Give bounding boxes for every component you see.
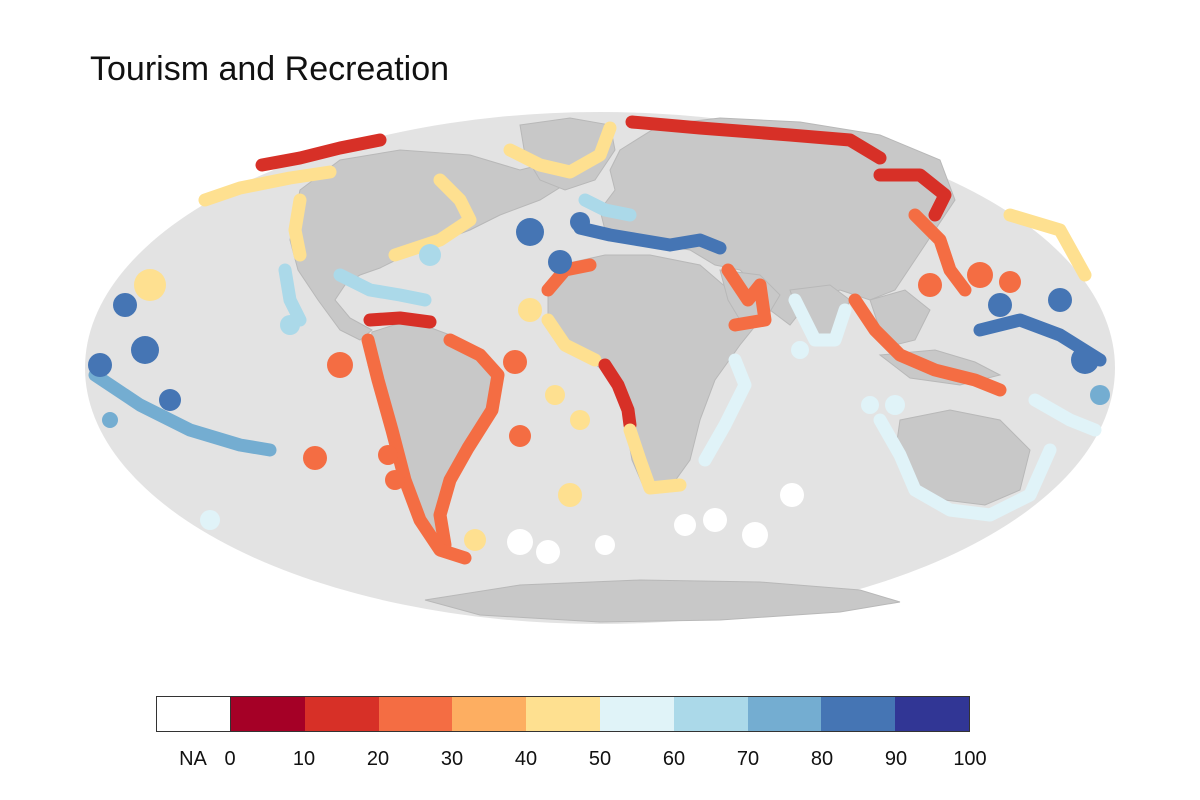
band-east-africa	[698, 353, 752, 467]
band-gulf-guinea	[598, 358, 637, 432]
legend-tick-40: 40	[514, 748, 538, 770]
band-russia-arctic	[625, 115, 887, 165]
legend-swatch-4	[526, 697, 600, 731]
band-west-africa	[541, 313, 602, 367]
band-australia	[873, 413, 1057, 522]
legend-swatch-1	[304, 697, 379, 731]
band-mediterranean	[573, 221, 727, 255]
legend-swatch-2	[378, 697, 453, 731]
legend-color-bar	[156, 696, 970, 732]
band-central-pacific	[88, 368, 277, 457]
band-pacific-ne	[1003, 208, 1092, 282]
world-map	[85, 112, 1115, 624]
band-india	[788, 293, 852, 347]
legend-label-na: NA	[179, 748, 207, 770]
legend-swatch-6	[673, 697, 748, 731]
score-bands	[88, 115, 1107, 565]
band-greenland	[503, 121, 617, 179]
band-north-atlantic-west	[288, 193, 307, 262]
land-masses	[289, 117, 1031, 623]
legend-tick-30: 30	[440, 748, 464, 770]
band-south-africa	[623, 423, 687, 495]
band-alaska-arctic	[255, 133, 387, 172]
islands	[88, 212, 1110, 564]
legend-tick-0: 0	[224, 748, 236, 770]
legend-tick-70: 70	[736, 748, 760, 770]
band-us-west	[278, 263, 307, 327]
band-nz-pacific	[1028, 393, 1102, 437]
band-east-asia	[908, 208, 972, 297]
legend-labels: NA 0 10 20 30 40 50 60 70 80 90 100	[0, 748, 1200, 778]
band-southeast-asia	[848, 293, 1007, 397]
band-siberia-east	[873, 168, 952, 222]
legend-tick-90: 90	[884, 748, 908, 770]
legend-swatch-0	[231, 697, 305, 731]
band-red-sea-arabia	[721, 263, 772, 332]
legend-tick-80: 80	[810, 748, 834, 770]
legend-tick-20: 20	[366, 748, 390, 770]
legend-swatch-8	[821, 697, 896, 731]
legend-tick-100: 100	[953, 748, 987, 770]
legend-swatch-9	[895, 697, 969, 731]
band-canada-arctic	[198, 165, 337, 207]
band-south-america-east	[433, 333, 505, 552]
legend-tick-10: 10	[292, 748, 316, 770]
band-us-east	[388, 173, 477, 262]
band-south-america-north	[363, 311, 437, 329]
antarctica	[424, 579, 901, 623]
map-title: Tourism and Recreation	[90, 50, 450, 88]
legend-swatch-5	[599, 697, 674, 731]
band-south-europe	[578, 193, 637, 222]
legend-swatch-7	[747, 697, 822, 731]
legend-swatch-3	[452, 697, 527, 731]
legend-tick-60: 60	[662, 748, 686, 770]
north-america	[289, 149, 581, 341]
legend-swatch-na	[157, 697, 231, 731]
band-caribbean	[333, 268, 432, 307]
legend-tick-50: 50	[588, 748, 612, 770]
